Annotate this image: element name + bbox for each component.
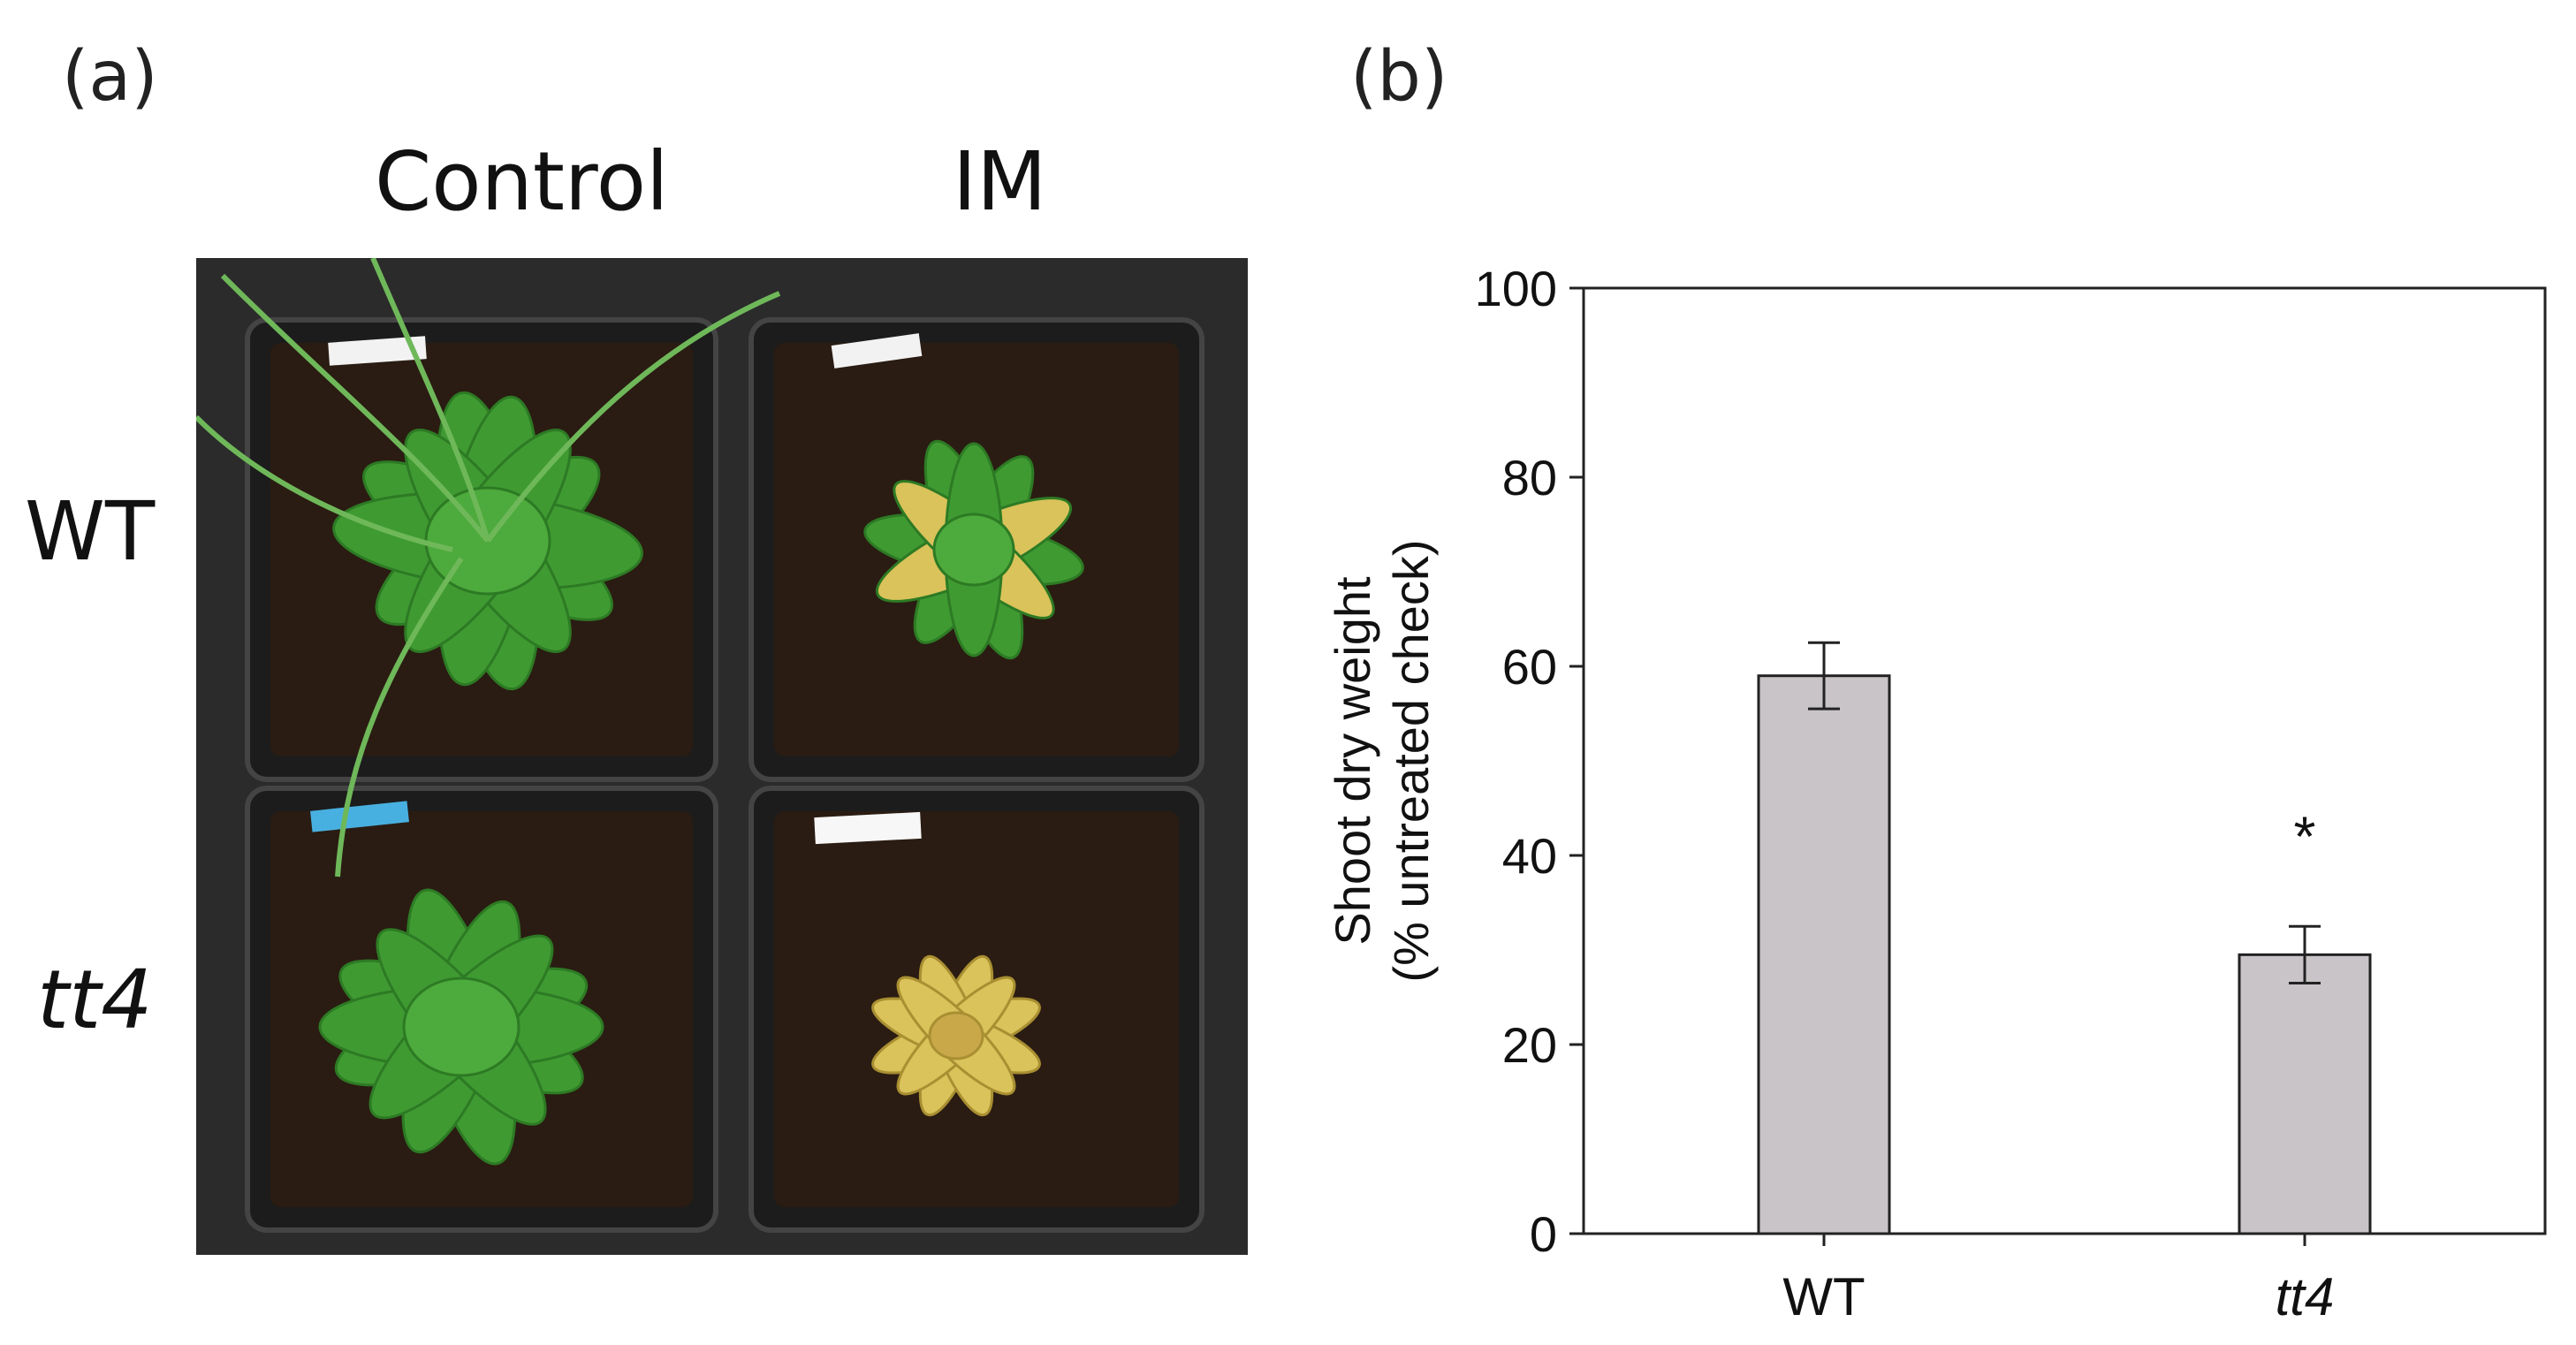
column-label-im: IM — [953, 134, 1047, 229]
plant-tag — [328, 336, 427, 366]
significance-marker: * — [2294, 804, 2316, 868]
bar — [1757, 674, 1891, 1235]
y-tick-label: 80 — [1502, 450, 1557, 505]
plant-tag — [814, 811, 922, 845]
y-tick-label: 100 — [1475, 261, 1557, 316]
plant-tag — [831, 333, 923, 369]
plant-tag — [310, 801, 409, 832]
shoot-dry-weight-chart: 0 20 40 60 80 100 Shoot dry weight (% untreated… — [1325, 261, 2547, 1326]
y-axis-title: (% untreated check) — [1383, 539, 1439, 982]
panel-label-b: (b) — [1350, 37, 1448, 117]
y-tick-label: 20 — [1502, 1017, 1557, 1073]
y-tick-label: 40 — [1502, 828, 1557, 884]
row-label-wt: WT — [25, 484, 156, 579]
rosette-wt-im — [863, 439, 1084, 660]
plot-frame — [1582, 286, 2547, 1235]
y-axis-title: Shoot dry weight — [1325, 576, 1380, 946]
plant-photograph — [196, 258, 1248, 1255]
rosette-tt4-im — [871, 954, 1041, 1117]
panel-label-a: (a) — [62, 37, 158, 117]
row-label-tt4: tt4 — [37, 953, 153, 1047]
y-tick-label: 60 — [1502, 639, 1557, 695]
y-tick-label: 0 — [1530, 1206, 1557, 1262]
x-tick-label: WT — [1782, 1267, 1865, 1326]
rosette-tt4-control — [318, 888, 604, 1166]
column-label-control: Control — [375, 134, 669, 229]
bar — [2238, 953, 2372, 1235]
inflorescence-stems — [196, 258, 781, 878]
x-tick-label: tt4 — [2276, 1267, 2335, 1326]
